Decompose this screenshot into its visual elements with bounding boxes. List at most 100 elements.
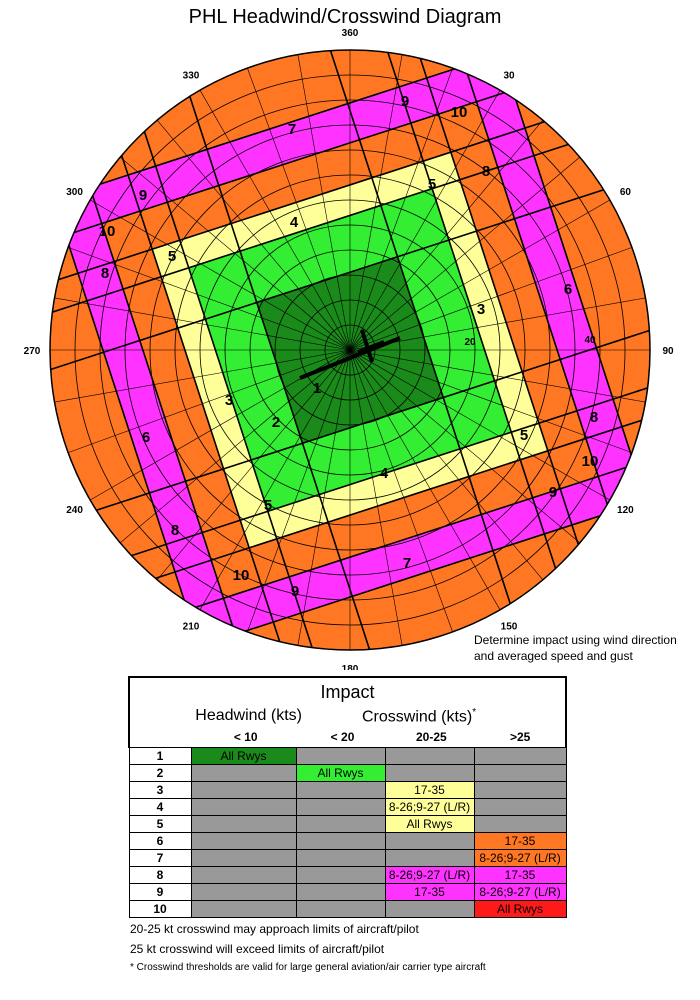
crosswind-header: Crosswind (kts)*: [362, 707, 476, 726]
direction-radial: [349, 349, 453, 633]
footnote-exceed: 25 kt crosswind will exceed limits of ai…: [130, 942, 385, 956]
page-title: PHL Headwind/Crosswind Diagram: [188, 6, 502, 28]
table-row: 4 8-26;9-27 (L/R): [128, 798, 567, 817]
zone-label: 6: [564, 281, 572, 298]
impact-table: Impact Headwind (kts) Crosswind (kts)* <…: [127, 676, 568, 919]
impact-level-number: 8: [128, 866, 192, 885]
impact-cell: 8-26;9-27 (L/R): [384, 798, 475, 817]
table-row: 6 17-35: [128, 832, 567, 851]
impact-cell: All Rwys: [384, 815, 475, 834]
compass-heading-label: 240: [66, 505, 83, 516]
compass-heading-label: 30: [503, 71, 515, 82]
table-row: 1 All Rwys: [128, 747, 567, 766]
table-row: 3 17-35: [128, 781, 567, 800]
column-header-crosswind-gt25: >25: [509, 730, 531, 745]
zone-label: 10: [99, 223, 116, 240]
impact-cell: [190, 900, 297, 919]
impact-cell: All Rwys: [473, 900, 567, 919]
compass-heading-label: 120: [617, 505, 634, 516]
impact-cell: 17-35: [473, 832, 567, 851]
table-row: 8 8-26;9-27 (L/R) 17-35: [128, 866, 567, 885]
zone-label: 2: [272, 414, 280, 431]
zone-border: [50, 418, 650, 650]
zone-label: 8: [482, 163, 490, 180]
direction-radial: [199, 90, 351, 351]
impact-cell: [295, 747, 386, 766]
direction-radial: [199, 349, 351, 610]
direction-radial: [349, 297, 646, 351]
zone-label: 10: [233, 567, 250, 584]
headwind-header: Headwind (kts): [195, 707, 302, 724]
impact-cell: [190, 798, 297, 817]
zone-label: 9: [549, 484, 557, 501]
impact-cell: 8-26;9-27 (L/R): [473, 849, 567, 868]
table-row: 9 17-35 8-26;9-27 (L/R): [128, 883, 567, 902]
impact-header: Impact Headwind (kts) Crosswind (kts)* <…: [127, 676, 568, 748]
zone-label: 5: [520, 427, 528, 444]
compass-heading-label: 150: [501, 621, 518, 632]
direction-radial: [349, 156, 581, 351]
impact-cell: [295, 900, 386, 919]
zone-label: 6: [142, 429, 150, 446]
direction-radial: [247, 67, 351, 351]
compass-heading-label: 60: [620, 187, 632, 198]
direction-radial: [54, 297, 351, 351]
compass-heading-label: 300: [66, 187, 83, 198]
zone-border: [50, 50, 282, 650]
impact-level-number: 2: [128, 764, 192, 783]
zone-label: 1: [313, 380, 321, 397]
direction-radial: [90, 199, 351, 351]
impact-cell: [190, 849, 297, 868]
note-line-1: Determine impact using wind direction: [474, 633, 677, 647]
zone-label: 10: [451, 104, 468, 121]
table-row: 10 All Rwys: [128, 900, 567, 919]
compass-heading-label: 180: [342, 664, 359, 670]
impact-level-number: 1: [128, 747, 192, 766]
direction-radial: [349, 349, 544, 581]
outer-circle: [49, 49, 651, 651]
impact-cell: [190, 781, 297, 800]
zone-label: 3: [477, 301, 485, 318]
table-row: 2 All Rwys: [128, 764, 567, 783]
runway-17-35-line: [360, 329, 374, 363]
impact-level-number: 4: [128, 798, 192, 817]
impact-cell: [295, 798, 386, 817]
impact-cell: 17-35: [384, 883, 475, 902]
direction-radial: [297, 54, 351, 351]
speed-ring-label: 40: [584, 335, 596, 346]
compass-heading-label: 210: [183, 621, 200, 632]
zone-label: 8: [101, 265, 109, 282]
table-row: 7 8-26;9-27 (L/R): [128, 849, 567, 868]
direction-radial: [349, 349, 646, 403]
impact-cell: [473, 764, 567, 783]
table-row: 5 All Rwys: [128, 815, 567, 834]
impact-cell: [295, 832, 386, 851]
direction-radial: [349, 54, 403, 351]
crosswind-footmark: *: [472, 707, 477, 718]
zone-border: [418, 50, 650, 650]
compass-heading-label: 90: [662, 346, 674, 357]
impact-level-number: 5: [128, 815, 192, 834]
impact-cell: [384, 900, 475, 919]
compass-heading-label: 360: [342, 28, 359, 39]
column-header-crosswind-lt20: < 20: [330, 730, 355, 745]
footnote-thresholds: * Crosswind thresholds are valid for lar…: [130, 962, 486, 973]
impact-cell: [190, 866, 297, 885]
usage-note: Determine impact using wind direction an…: [474, 632, 677, 664]
direction-radial: [349, 90, 501, 351]
direction-radial: [67, 349, 351, 453]
impact-cell: 8-26;9-27 (L/R): [473, 883, 567, 902]
zone-label: 8: [590, 409, 598, 426]
zone-label: 8: [171, 522, 179, 539]
direction-radial: [156, 119, 351, 351]
impact-cell: 8-26;9-27 (L/R): [384, 866, 475, 885]
zone-label: 7: [288, 121, 296, 138]
zone-label: 5: [428, 176, 436, 193]
impact-cell: [473, 798, 567, 817]
impact-cell: [384, 747, 475, 766]
impact-title: Impact: [320, 682, 375, 702]
direction-radial: [349, 349, 501, 610]
impact-cell: All Rwys: [190, 747, 297, 766]
impact-cell: [295, 866, 386, 885]
impact-cell: All Rwys: [295, 764, 386, 783]
